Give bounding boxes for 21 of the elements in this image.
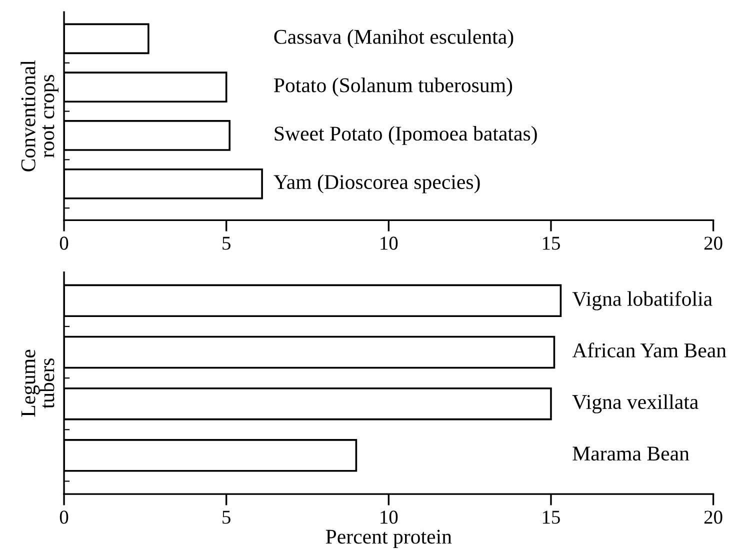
x-tick-label: 20 bbox=[704, 236, 722, 250]
x-tick-label: 5 bbox=[222, 236, 230, 250]
x-tick-label: 15 bbox=[542, 510, 560, 524]
x-tick-label: 0 bbox=[60, 236, 68, 250]
x-tick-label: 20 bbox=[704, 510, 722, 524]
x-tick-label: 5 bbox=[222, 510, 230, 524]
category-label: Potato (Solanum tuberosum) bbox=[274, 78, 512, 97]
category-label: Vigna lobatifolia bbox=[572, 291, 712, 310]
y-axis-title: Legume tubers bbox=[21, 350, 54, 417]
x-tick-label: 15 bbox=[542, 236, 560, 250]
x-tick-label: 0 bbox=[60, 510, 68, 524]
category-label: Sweet Potato (Ipomoea batatas) bbox=[274, 126, 537, 145]
category-label: African Yam Bean bbox=[572, 342, 726, 358]
y-axis-title: Conventional root crops bbox=[20, 60, 58, 172]
category-label: Yam (Dioscorea species) bbox=[274, 174, 480, 194]
category-label: Vigna vexillata bbox=[572, 394, 698, 414]
x-axis-title: Percent protein bbox=[326, 530, 452, 548]
category-label: Marama Bean bbox=[572, 446, 690, 461]
category-label: Cassava (Manihot esculenta) bbox=[274, 29, 514, 48]
x-tick-label: 10 bbox=[380, 236, 398, 250]
x-tick-label: 10 bbox=[380, 510, 398, 524]
